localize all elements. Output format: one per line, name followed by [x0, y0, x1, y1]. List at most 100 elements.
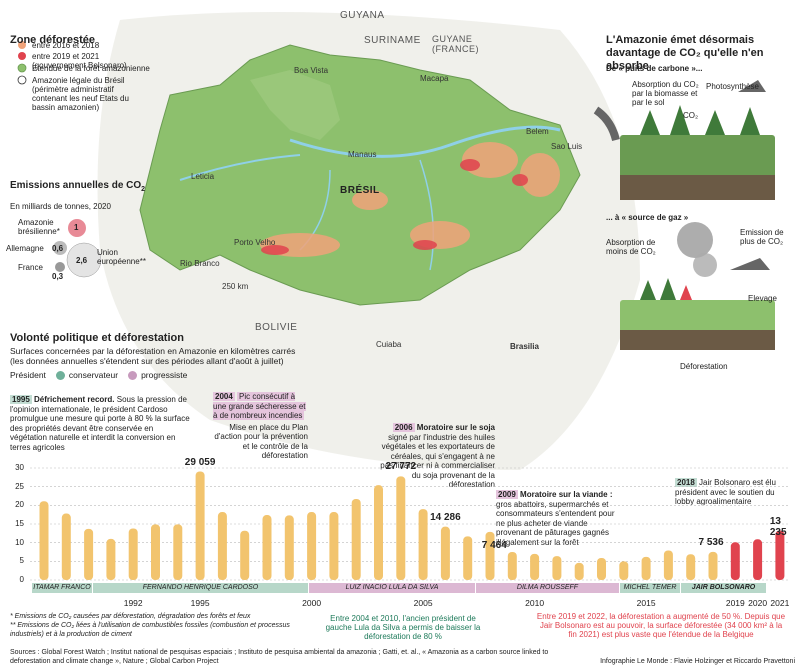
- deforestation-label: Déforestation: [680, 362, 728, 371]
- bar-2006: [440, 526, 450, 580]
- x-tick-label: 1992: [123, 598, 143, 608]
- y-tick-label: 5: [19, 556, 24, 566]
- bubble-label-amazonie: Amazonie brésilienne*: [18, 218, 60, 236]
- bar-2007: [463, 536, 473, 580]
- bar-1990: [84, 528, 94, 580]
- president-legend: Président conservateur progressiste: [10, 370, 188, 380]
- city-porto-velho: Porto Velho: [234, 238, 276, 247]
- annotation-2006: 2006 Moratoire sur le soja signé par l'i…: [380, 423, 495, 489]
- emission-more-label: Emission de plus de CO₂: [740, 228, 784, 246]
- bar-2000: [307, 512, 317, 580]
- absorption-less-label: Absorption de moins de CO₂: [606, 238, 656, 256]
- photosynthesis-label: Photosynthèse: [706, 82, 759, 91]
- x-tick-label: 1995: [190, 598, 210, 608]
- bar-1994: [173, 524, 183, 580]
- co2-label: CO₂: [683, 111, 699, 120]
- band-itamar-franco: ITAMAR FRANCO: [32, 583, 92, 593]
- city-boa-vista: Boa Vista: [294, 66, 329, 75]
- bar-2015: [641, 556, 651, 580]
- bar-1997: [240, 530, 250, 580]
- bar-1988: [39, 501, 49, 580]
- bubble-label-ue: Union européenne**: [97, 248, 146, 266]
- bar-2010: [530, 553, 540, 580]
- legend-item-2019: entre 2019 et 2021 (gouvernement Bolsona…: [32, 52, 127, 70]
- bar-2020: [753, 539, 763, 580]
- city-leticia: Leticia: [191, 172, 215, 181]
- x-tick-label: 2005: [413, 598, 433, 608]
- city-macapa: Macapa: [420, 74, 449, 83]
- bar-1998: [262, 515, 272, 580]
- chart-subtitle: Surfaces concernées par la déforestation…: [10, 346, 296, 366]
- band-lula: LUIZ INACIO LULA DA SILVA: [309, 583, 475, 593]
- bar-2013: [597, 557, 606, 580]
- bar-2018: [708, 551, 718, 580]
- chart-title: Volonté politique et déforestation: [10, 332, 184, 344]
- bar-2019: [730, 542, 740, 580]
- x-tick-label: 2010: [525, 598, 545, 608]
- annotation-2004: 2004 Pic consécutif à une grande séchere…: [213, 392, 308, 460]
- progressiste-swatch: [128, 370, 138, 380]
- absorption-label: Absorption du CO₂ par la biomasse et par…: [632, 80, 699, 107]
- bar-2011: [552, 556, 562, 580]
- bar-1995: [195, 471, 205, 580]
- x-tick-label: 2019: [725, 598, 745, 608]
- legend-title: Zone déforestée: [10, 34, 95, 46]
- legend-item-2016: entre 2016 et 2018: [32, 41, 100, 50]
- band-dilma: DILMA ROUSSEFF: [476, 583, 619, 593]
- bar-1996: [217, 512, 227, 580]
- value-label-1995: 29 059: [184, 456, 216, 468]
- bar-1989: [61, 513, 71, 580]
- annotation-2018: 2018 Jair Bolsonaro est élu président av…: [675, 478, 776, 506]
- x-tick-label: 2020: [748, 598, 768, 608]
- y-tick-label: 0: [19, 575, 24, 584]
- city-rio-branco: Rio Branco: [180, 259, 220, 268]
- bar-1992: [128, 528, 138, 580]
- bar-1991: [106, 538, 116, 580]
- band-temer: MICHEL TEMER: [620, 583, 680, 593]
- bar-2012: [574, 562, 584, 580]
- bar-1999: [284, 515, 294, 580]
- scale-bar: 250 km: [222, 282, 249, 291]
- lula-note: Entre 2004 et 2010, l'ancien président d…: [325, 614, 481, 641]
- bar-2004: [396, 476, 406, 580]
- footnote-1: * Emissions de CO₂ causées par déforesta…: [10, 613, 251, 620]
- y-tick-label: 30: [15, 463, 24, 472]
- y-tick-label: 15: [15, 519, 24, 528]
- emissions-subtitle: En milliards de tonnes, 2020: [10, 202, 111, 211]
- carbon-sink-label: De « puits de carbone »...: [606, 64, 703, 73]
- bubble-value-ue: 2,6: [76, 256, 88, 265]
- country-guyana: GUYANA: [340, 10, 385, 21]
- bar-2021: [775, 530, 785, 580]
- y-tick-label: 25: [15, 481, 24, 491]
- country-bresil: BRÉSIL: [340, 185, 380, 196]
- value-label-2006: 14 286: [430, 511, 461, 523]
- city-brasilia: Brasilia: [510, 342, 539, 351]
- city-manaus: Manaus: [348, 150, 377, 159]
- y-tick-label: 10: [15, 537, 24, 547]
- city-belem: Belem: [526, 127, 549, 136]
- bar-2017: [686, 554, 696, 580]
- bubble-label-france: France: [18, 263, 43, 272]
- carbon-source-label: ... à « source de gaz »: [606, 213, 689, 222]
- value-label-2021: 13 235: [769, 515, 787, 538]
- bubble-value-allemagne: 0,6: [52, 244, 64, 253]
- credit: Infographie Le Monde : Flavie Holzinger …: [600, 658, 795, 665]
- x-tick-label: 2021: [770, 598, 790, 608]
- forest-area: [139, 44, 581, 306]
- elevage-label: Elevage: [748, 294, 777, 303]
- bubble-value-france: 0,3: [52, 272, 64, 281]
- band-bolsonaro: JAIR BOLSONARO: [681, 583, 766, 593]
- bar-2005: [418, 509, 428, 580]
- value-label-2004: 27 772: [385, 461, 417, 473]
- bubble-label-allemagne: Allemagne: [6, 244, 44, 253]
- carbon-sink-illustration: [593, 80, 775, 200]
- bar-2001: [329, 512, 339, 580]
- legend-item-forest: Etendue de la forêt amazonienne: [32, 64, 150, 73]
- value-label-2009: 7 464: [481, 540, 507, 551]
- bar-2016: [663, 550, 673, 580]
- bubble-value-amazonie: 1: [74, 223, 79, 232]
- carbon-title: L'Amazonie émet désormais davantage de C…: [606, 34, 764, 72]
- country-bolivie: BOLIVIE: [255, 322, 298, 333]
- city-cuiaba: Cuiaba: [376, 340, 402, 349]
